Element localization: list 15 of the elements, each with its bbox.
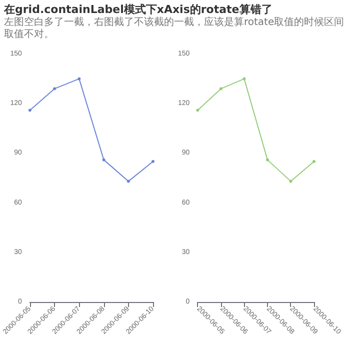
point <box>28 108 32 112</box>
point <box>78 77 81 80</box>
point <box>242 77 246 80</box>
point <box>152 160 154 163</box>
line-series <box>196 77 316 183</box>
point <box>53 87 56 90</box>
point <box>289 180 292 183</box>
text: 左图空白多了一截，右图截了不该截的一截，应该是算rotate取值的时候区间取值不对。 <box>4 17 346 41</box>
point <box>126 180 130 183</box>
chart-title: 在grid.containLabel模式下xAxis的rotate算错了 <box>4 2 274 16</box>
point <box>219 87 222 90</box>
point <box>196 108 200 112</box>
point <box>266 158 269 162</box>
line-series <box>28 77 154 183</box>
point <box>312 160 316 163</box>
